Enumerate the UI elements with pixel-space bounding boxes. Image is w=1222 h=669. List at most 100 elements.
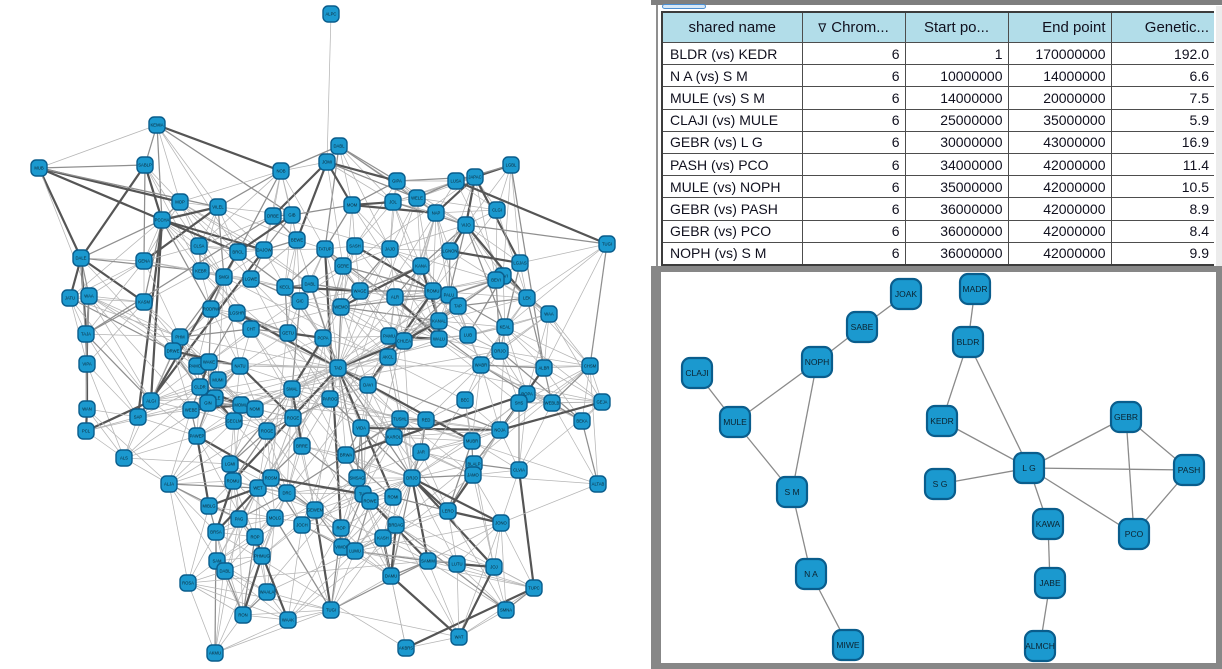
network-node[interactable]: DAVI bbox=[359, 376, 377, 394]
network-node[interactable]: SASH bbox=[346, 237, 364, 255]
network-node[interactable]: PAWEP bbox=[188, 427, 206, 445]
network-edge[interactable] bbox=[236, 300, 301, 314]
network-edge[interactable] bbox=[161, 219, 202, 272]
network-node[interactable]: RON bbox=[234, 606, 252, 624]
network-edge[interactable] bbox=[388, 290, 434, 337]
network-node[interactable]: JAR bbox=[412, 443, 430, 461]
network-edge[interactable] bbox=[214, 609, 332, 654]
network-node[interactable]: ROMU bbox=[224, 472, 242, 490]
network-node[interactable]: CLDR bbox=[191, 378, 209, 396]
network-node[interactable]: WAT bbox=[450, 628, 468, 646]
network-edge[interactable] bbox=[179, 170, 282, 203]
network-edge[interactable] bbox=[518, 401, 603, 471]
network-edge[interactable] bbox=[237, 214, 293, 253]
network-node[interactable]: DALE bbox=[72, 249, 90, 267]
network-edge[interactable] bbox=[123, 400, 152, 459]
network-node[interactable]: KANAL bbox=[430, 312, 448, 330]
table-cell[interactable]: 6 bbox=[801, 64, 906, 88]
network-edge[interactable] bbox=[284, 214, 293, 288]
network-node[interactable]: AKCL bbox=[379, 348, 397, 366]
network-edge[interactable] bbox=[967, 341, 1030, 469]
column-header-chrom[interactable]: ∇ Chrom... bbox=[801, 13, 906, 43]
network-node[interactable]: DABL bbox=[330, 137, 348, 155]
network-node[interactable]: WAAK bbox=[279, 611, 297, 629]
network-edge[interactable] bbox=[438, 338, 501, 352]
network-edge[interactable] bbox=[457, 297, 528, 307]
network-edge[interactable] bbox=[464, 350, 501, 401]
network-node[interactable]: TATUP bbox=[316, 240, 334, 258]
network-edge[interactable] bbox=[499, 350, 591, 367]
network-edge[interactable] bbox=[272, 161, 328, 217]
network-edge[interactable] bbox=[326, 161, 418, 199]
network-node[interactable]: WAN bbox=[78, 400, 96, 418]
network-node[interactable]: BRSA bbox=[207, 523, 225, 541]
network-node[interactable]: KEMIA bbox=[148, 116, 166, 134]
network-edge[interactable] bbox=[291, 204, 353, 216]
network-edge[interactable] bbox=[179, 276, 225, 338]
network-node[interactable]: KAWA bbox=[1031, 507, 1065, 541]
network-edge[interactable] bbox=[274, 517, 332, 611]
network-edge[interactable] bbox=[195, 435, 211, 507]
network-node[interactable]: JAJO bbox=[381, 240, 399, 258]
network-node[interactable]: LEK bbox=[518, 289, 536, 307]
network-edge[interactable] bbox=[286, 492, 364, 495]
network-edge[interactable] bbox=[85, 333, 139, 418]
network-edge[interactable] bbox=[548, 313, 591, 367]
network-node[interactable]: S M bbox=[775, 475, 809, 509]
table-cell[interactable]: 42000000 bbox=[1007, 197, 1112, 221]
network-edge[interactable] bbox=[296, 239, 301, 302]
network-node[interactable]: ROMU bbox=[424, 282, 442, 300]
network-node[interactable]: ALBR bbox=[535, 359, 553, 377]
network-edge[interactable] bbox=[38, 167, 90, 297]
network-node[interactable]: GEWEM bbox=[306, 501, 324, 519]
network-node[interactable]: WET bbox=[249, 479, 267, 497]
network-edge[interactable] bbox=[214, 518, 240, 654]
network-node[interactable]: NAP bbox=[427, 204, 445, 222]
network-edge[interactable] bbox=[589, 365, 599, 485]
network-edge[interactable] bbox=[123, 435, 198, 459]
table-cell[interactable]: 1 bbox=[904, 41, 1009, 66]
network-edge[interactable] bbox=[86, 363, 125, 459]
table-row[interactable]: NOPH (vs) S M 6 36000000 42000000 9.9 bbox=[663, 241, 1214, 264]
network-node[interactable]: TUSHL bbox=[391, 410, 409, 428]
network-node[interactable]: JOCH bbox=[293, 516, 311, 534]
network-node[interactable]: PAROG bbox=[321, 390, 339, 408]
network-node[interactable]: SABLP bbox=[136, 156, 154, 174]
network-edge[interactable] bbox=[337, 326, 506, 369]
network-edge[interactable] bbox=[526, 297, 591, 367]
network-node[interactable]: BRWA bbox=[337, 446, 355, 464]
network-edge[interactable] bbox=[229, 408, 256, 465]
network-edge[interactable] bbox=[345, 454, 413, 479]
network-edge[interactable] bbox=[399, 418, 473, 442]
network-node[interactable]: LGBL bbox=[502, 156, 520, 174]
network-node[interactable]: GIC bbox=[291, 292, 309, 310]
network-edge[interactable] bbox=[480, 364, 545, 369]
network-edge[interactable] bbox=[322, 337, 331, 400]
network-edge[interactable] bbox=[340, 296, 396, 308]
network-edge[interactable] bbox=[362, 436, 395, 495]
network-edge[interactable] bbox=[340, 248, 391, 308]
network-edge[interactable] bbox=[237, 170, 282, 253]
table-row[interactable]: GEBR (vs) L G 6 30000000 43000000 16.9 bbox=[663, 130, 1214, 154]
network-edge[interactable] bbox=[411, 477, 502, 524]
network-node[interactable]: BRCL bbox=[229, 243, 247, 261]
network-node[interactable]: DAMU bbox=[382, 567, 400, 585]
network-node[interactable]: TUPC bbox=[525, 579, 543, 597]
network-edge[interactable] bbox=[257, 430, 268, 489]
network-edge[interactable] bbox=[214, 619, 289, 654]
network-node[interactable]: KEBR bbox=[192, 262, 210, 280]
table-cell[interactable]: 6 bbox=[801, 86, 906, 110]
network-edge[interactable] bbox=[472, 474, 599, 485]
network-edge[interactable] bbox=[330, 537, 384, 611]
network-node[interactable]: NOB bbox=[272, 162, 290, 180]
network-node[interactable]: KAROL bbox=[385, 428, 403, 446]
network-edge[interactable] bbox=[143, 260, 225, 278]
network-node[interactable]: CLGI bbox=[488, 201, 506, 219]
network-node[interactable]: DABL bbox=[301, 275, 319, 293]
network-edge[interactable] bbox=[342, 265, 434, 292]
network-node[interactable]: ALMCH bbox=[1023, 629, 1057, 663]
network-edge[interactable] bbox=[266, 591, 332, 611]
network-node[interactable]: CLSA bbox=[190, 237, 208, 255]
network-edge[interactable] bbox=[447, 509, 502, 525]
network-edge[interactable] bbox=[405, 636, 460, 649]
